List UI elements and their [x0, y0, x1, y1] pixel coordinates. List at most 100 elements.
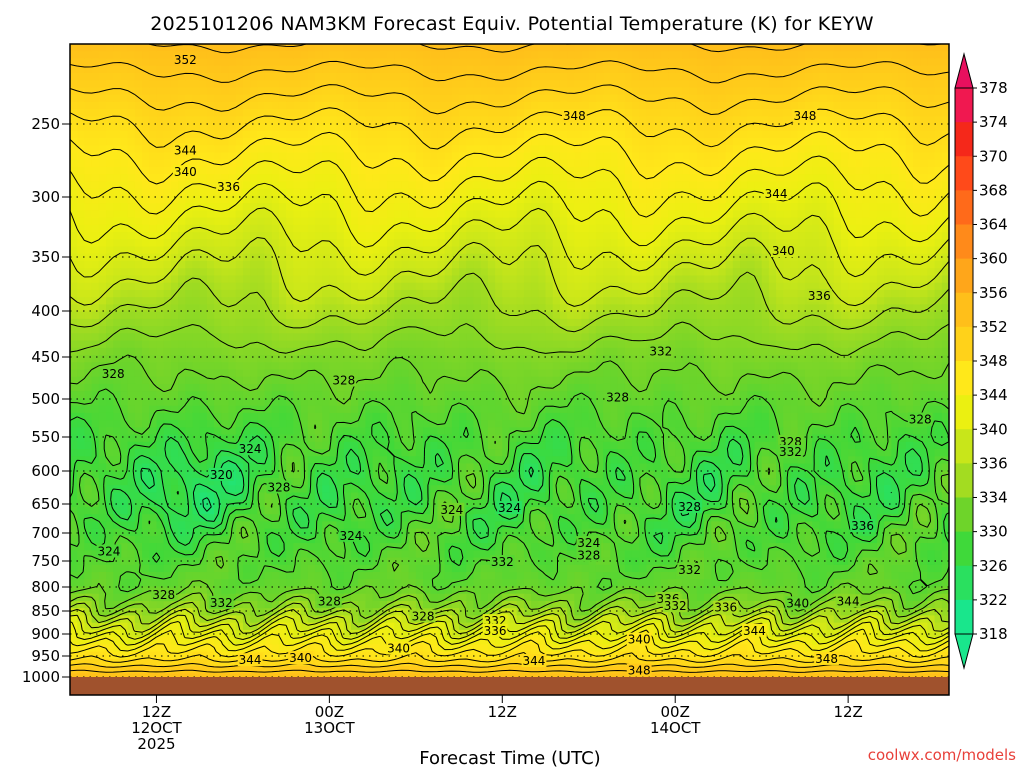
field-cell	[423, 145, 431, 154]
field-cell	[610, 58, 619, 67]
field-cell	[660, 217, 669, 226]
field-cell	[401, 159, 410, 168]
field-cell	[149, 94, 158, 103]
field-cell	[812, 232, 820, 240]
field-cell	[451, 195, 460, 204]
field-cell	[271, 188, 280, 197]
field-cell	[624, 51, 633, 60]
field-cell	[336, 188, 345, 197]
field-cell	[142, 253, 150, 262]
field-cell	[624, 109, 633, 117]
field-cell	[415, 138, 424, 146]
field-cell	[106, 101, 114, 110]
field-cell	[934, 123, 943, 132]
field-cell	[610, 138, 619, 146]
field-cell	[394, 232, 403, 240]
field-cell	[891, 130, 900, 139]
field-cell	[898, 72, 907, 81]
field-cell	[646, 94, 655, 103]
field-cell	[790, 138, 799, 146]
field-cell	[192, 65, 201, 74]
field-cell	[797, 195, 806, 204]
field-cell	[300, 253, 309, 262]
field-cell	[639, 268, 647, 277]
field-cell	[178, 289, 186, 298]
field-cell	[920, 268, 928, 277]
field-cell	[300, 123, 309, 132]
field-cell	[170, 253, 179, 262]
field-cell	[732, 80, 741, 88]
field-cell	[639, 80, 647, 88]
field-cell	[221, 80, 230, 88]
field-cell	[300, 80, 309, 88]
field-cell	[235, 210, 244, 219]
field-cell	[531, 109, 539, 117]
field-cell	[725, 87, 734, 96]
field-cell	[350, 282, 359, 291]
field-cell	[653, 210, 662, 219]
field-cell	[127, 101, 136, 110]
field-cell	[192, 138, 201, 146]
field-cell	[365, 232, 374, 240]
field-cell	[653, 58, 662, 67]
field-cell	[552, 166, 561, 175]
field-cell	[934, 152, 943, 161]
field-cell	[379, 94, 388, 103]
field-cell	[783, 282, 792, 291]
field-cell	[459, 166, 467, 175]
field-cell	[689, 246, 698, 255]
field-cell	[206, 159, 215, 168]
field-cell	[776, 304, 784, 313]
field-cell	[206, 195, 215, 204]
field-cell	[307, 72, 316, 81]
field-cell	[106, 166, 114, 175]
field-cell	[199, 94, 208, 103]
field-cell	[776, 130, 784, 139]
field-cell	[574, 87, 583, 96]
field-cell	[646, 326, 655, 334]
field-cell	[523, 87, 532, 96]
field-cell	[98, 311, 107, 320]
field-cell	[192, 44, 201, 52]
field-cell	[336, 174, 345, 183]
field-cell	[660, 203, 669, 211]
field-cell	[343, 232, 352, 240]
field-cell	[185, 188, 194, 197]
field-cell	[459, 261, 467, 269]
field-cell	[675, 181, 684, 190]
field-cell	[271, 318, 280, 327]
field-cell	[278, 109, 287, 117]
field-cell	[113, 326, 122, 334]
field-cell	[927, 94, 936, 103]
field-cell	[365, 333, 374, 342]
field-cell	[891, 145, 900, 154]
field-cell	[768, 44, 777, 52]
field-cell	[387, 282, 395, 291]
field-cell	[120, 253, 129, 262]
field-cell	[113, 246, 122, 255]
field-cell	[740, 297, 748, 305]
field-cell	[278, 203, 287, 211]
field-cell	[819, 58, 828, 67]
field-cell	[257, 333, 266, 342]
field-cell	[912, 289, 921, 298]
field-cell	[855, 275, 864, 284]
field-cell	[264, 318, 273, 327]
field-cell	[329, 109, 338, 117]
field-cell	[538, 65, 547, 74]
field-cell	[495, 138, 503, 146]
field-cell	[668, 109, 676, 117]
field-cell	[127, 326, 136, 334]
field-cell	[199, 318, 208, 327]
field-cell	[142, 333, 150, 342]
field-cell	[552, 195, 561, 204]
field-cell	[423, 217, 431, 226]
field-cell	[559, 232, 568, 240]
field-cell	[934, 282, 943, 291]
field-cell	[350, 72, 359, 81]
field-cell	[696, 326, 705, 334]
field-cell	[415, 246, 424, 255]
field-cell	[257, 51, 266, 60]
field-cell	[192, 130, 201, 139]
field-cell	[848, 318, 856, 327]
